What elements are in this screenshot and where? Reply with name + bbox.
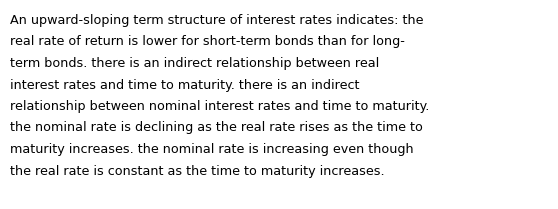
Text: the nominal rate is declining as the real rate rises as the time to: the nominal rate is declining as the rea… xyxy=(10,121,423,135)
Text: interest rates and time to maturity. there is an indirect: interest rates and time to maturity. the… xyxy=(10,79,359,92)
Text: maturity increases. the nominal rate is increasing even though: maturity increases. the nominal rate is … xyxy=(10,143,413,156)
Text: An upward-sloping term structure of interest rates indicates: the: An upward-sloping term structure of inte… xyxy=(10,14,424,27)
Text: term bonds. there is an indirect relationship between real: term bonds. there is an indirect relatio… xyxy=(10,57,379,70)
Text: real rate of return is lower for short-term bonds than for long-: real rate of return is lower for short-t… xyxy=(10,36,405,48)
Text: relationship between nominal interest rates and time to maturity.: relationship between nominal interest ra… xyxy=(10,100,429,113)
Text: the real rate is constant as the time to maturity increases.: the real rate is constant as the time to… xyxy=(10,164,384,177)
